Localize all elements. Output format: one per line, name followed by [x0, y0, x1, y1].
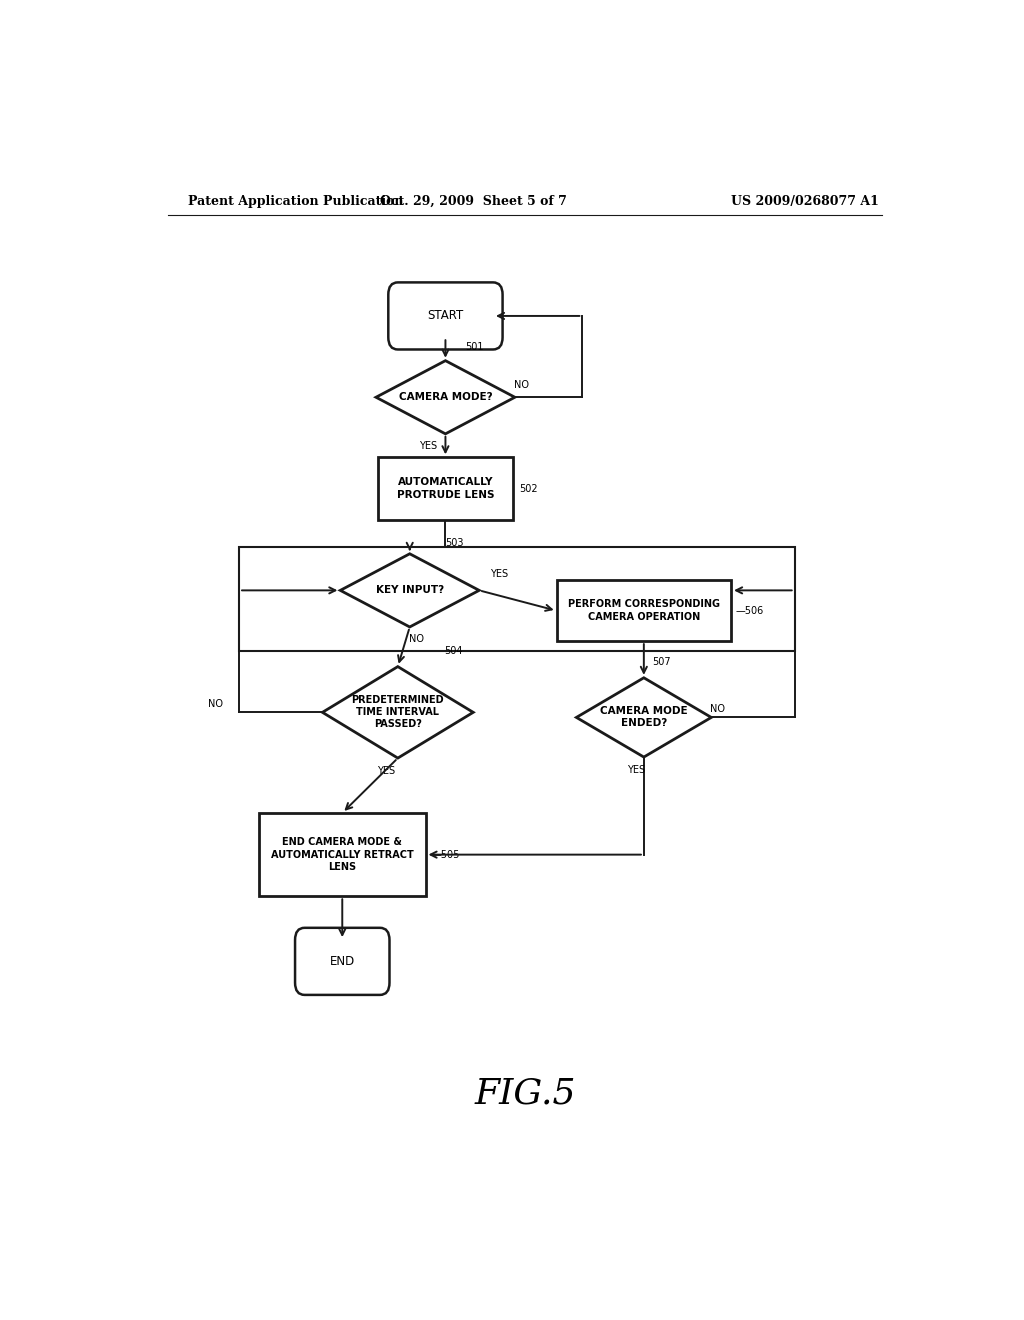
Text: YES: YES — [627, 766, 645, 775]
Bar — [259, 813, 426, 896]
Text: 507: 507 — [652, 656, 671, 667]
Text: PERFORM CORRESPONDING
CAMERA OPERATION: PERFORM CORRESPONDING CAMERA OPERATION — [568, 599, 720, 622]
Text: KEY INPUT?: KEY INPUT? — [376, 585, 443, 595]
Bar — [557, 581, 731, 642]
Text: YES: YES — [489, 569, 508, 579]
Text: CAMERA MODE?: CAMERA MODE? — [398, 392, 493, 403]
Text: END CAMERA MODE &
AUTOMATICALLY RETRACT
LENS: END CAMERA MODE & AUTOMATICALLY RETRACT … — [271, 837, 414, 873]
Text: YES: YES — [419, 441, 437, 451]
Text: 501: 501 — [465, 342, 483, 352]
Polygon shape — [340, 554, 479, 627]
FancyBboxPatch shape — [295, 928, 389, 995]
Bar — [240, 546, 795, 651]
Text: PREDETERMINED
TIME INTERVAL
PASSED?: PREDETERMINED TIME INTERVAL PASSED? — [351, 696, 444, 730]
Text: NO: NO — [409, 634, 424, 644]
Text: —506: —506 — [735, 606, 763, 615]
Text: 503: 503 — [445, 537, 464, 548]
Text: CAMERA MODE
ENDED?: CAMERA MODE ENDED? — [600, 706, 688, 729]
Text: YES: YES — [377, 767, 395, 776]
Text: FIG.5: FIG.5 — [474, 1077, 575, 1110]
Polygon shape — [323, 667, 473, 758]
Polygon shape — [376, 360, 515, 434]
Text: NO: NO — [208, 700, 223, 709]
Text: Patent Application Publication: Patent Application Publication — [187, 194, 403, 207]
Text: AUTOMATICALLY
PROTRUDE LENS: AUTOMATICALLY PROTRUDE LENS — [396, 478, 495, 500]
Text: Oct. 29, 2009  Sheet 5 of 7: Oct. 29, 2009 Sheet 5 of 7 — [380, 194, 566, 207]
FancyBboxPatch shape — [388, 282, 503, 350]
Polygon shape — [577, 677, 712, 758]
Bar — [378, 457, 513, 520]
Text: US 2009/0268077 A1: US 2009/0268077 A1 — [731, 194, 879, 207]
Text: START: START — [427, 309, 464, 322]
Text: NO: NO — [514, 380, 528, 389]
Text: 502: 502 — [519, 483, 538, 494]
Text: END: END — [330, 954, 355, 968]
Text: —505: —505 — [432, 850, 461, 859]
Text: NO: NO — [711, 705, 725, 714]
Text: 504: 504 — [443, 647, 463, 656]
